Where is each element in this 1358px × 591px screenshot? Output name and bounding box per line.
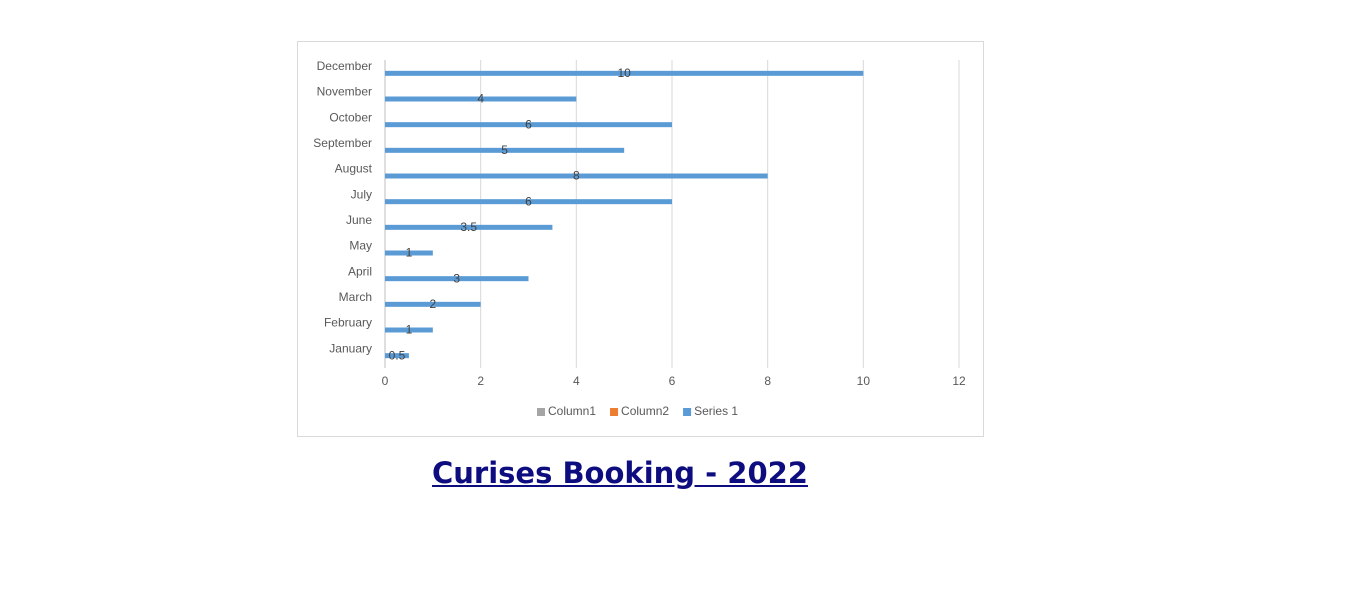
data-label: 3.5 [460, 220, 477, 234]
y-tick-label: July [351, 187, 372, 201]
data-label: 8 [573, 169, 580, 183]
data-label: 6 [525, 117, 532, 131]
bar [385, 353, 409, 359]
x-tick-label: 8 [764, 374, 771, 388]
y-tick-label: October [329, 110, 372, 124]
y-tick-label: January [329, 341, 372, 355]
bar [385, 122, 672, 128]
y-tick-label: November [317, 85, 372, 99]
y-tick-label: February [324, 316, 372, 330]
bar [385, 173, 768, 179]
legend-swatch [610, 408, 619, 416]
x-tick-label: 4 [573, 374, 580, 388]
data-label: 1 [406, 323, 413, 337]
bar [385, 301, 481, 307]
bar [385, 96, 577, 102]
data-label: 10 [617, 66, 631, 80]
data-label: 4 [477, 92, 484, 106]
chart-title: Curises Booking - 2022 [432, 456, 808, 490]
legend-swatch [537, 408, 545, 416]
y-tick-label: December [317, 59, 372, 73]
legend-label: Series 1 [694, 404, 738, 418]
x-tick-label: 0 [382, 374, 389, 388]
bar [385, 147, 625, 153]
data-label: 6 [525, 194, 532, 208]
bar [385, 199, 672, 205]
legend-label: Column2 [621, 404, 669, 418]
data-label: 0.5 [389, 348, 406, 362]
y-tick-label: June [346, 213, 372, 227]
y-tick-label: May [349, 239, 372, 253]
bar [385, 70, 864, 76]
x-tick-label: 2 [477, 374, 484, 388]
data-label: 5 [501, 143, 508, 157]
y-tick-label: September [313, 136, 372, 150]
legend-swatch [683, 408, 692, 416]
x-tick-label: 10 [857, 374, 871, 388]
y-tick-label: March [339, 290, 372, 304]
data-label: 1 [406, 246, 413, 260]
bar [385, 250, 433, 256]
x-tick-label: 6 [669, 374, 676, 388]
bar [385, 224, 553, 230]
legend-label: Column1 [548, 404, 596, 418]
y-tick-label: August [335, 162, 373, 176]
data-label: 2 [429, 297, 436, 311]
bar [385, 276, 529, 282]
bar [385, 327, 433, 333]
y-tick-label: April [348, 264, 372, 278]
chart-frame [297, 41, 984, 437]
x-tick-label: 12 [952, 374, 966, 388]
data-label: 3 [453, 271, 460, 285]
